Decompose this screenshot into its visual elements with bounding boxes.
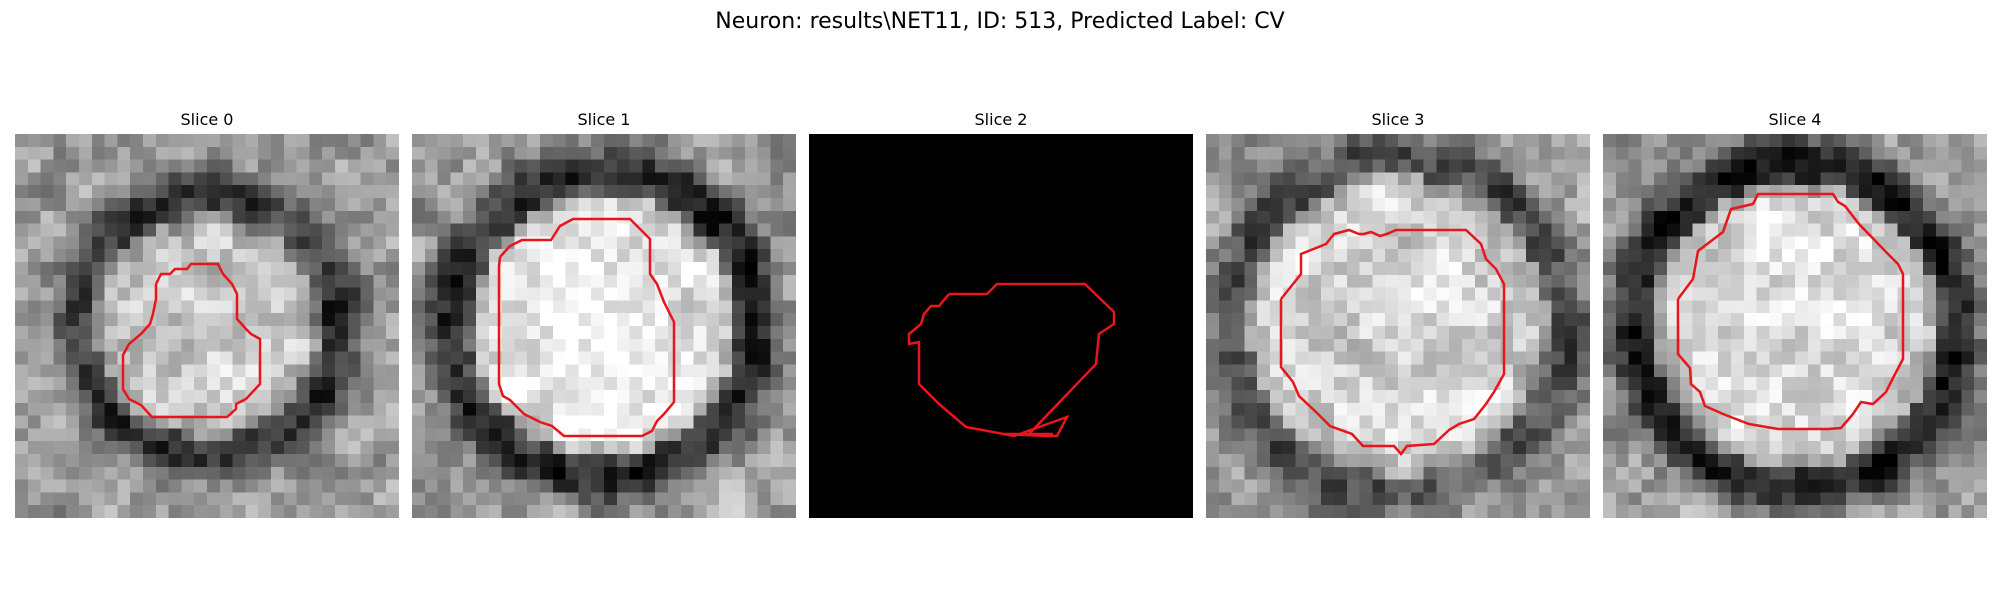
slice-1-contour — [497, 217, 676, 438]
slice-1-title: Slice 1 — [577, 110, 631, 129]
slice-0-pixels — [15, 134, 399, 518]
slice-1-pixels — [412, 134, 796, 518]
slice-2-contour-layer — [907, 282, 1116, 438]
slice-2-title: Slice 2 — [974, 110, 1028, 129]
slice-3-contour — [1279, 228, 1506, 456]
figure-suptitle: Neuron: results\NET11, ID: 513, Predicte… — [715, 9, 1285, 34]
slice-3-title: Slice 3 — [1371, 110, 1425, 129]
slice-1-image — [412, 134, 796, 518]
slice-4-contour — [1676, 192, 1905, 431]
slice-3-contour-layer — [1279, 228, 1506, 456]
slice-4-title: Slice 4 — [1768, 110, 1822, 129]
slice-2-contour — [907, 282, 1116, 438]
slice-1-contour-layer — [497, 217, 676, 438]
slice-0-image — [15, 134, 399, 518]
slice-0-title: Slice 0 — [180, 110, 234, 129]
slice-0-contour — [121, 262, 262, 419]
slice-4-pixels — [1603, 134, 1987, 518]
slice-2-image — [809, 134, 1193, 518]
slice-4-image — [1603, 134, 1987, 518]
slice-0-contour-layer — [121, 262, 262, 419]
slice-2-pixels — [809, 134, 1193, 518]
slice-3-pixels — [1206, 134, 1590, 518]
slice-4-contour-layer — [1676, 192, 1905, 431]
slice-3-image — [1206, 134, 1590, 518]
